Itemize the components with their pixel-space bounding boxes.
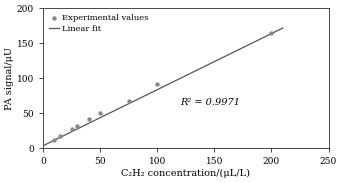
- Point: [69, 127, 74, 130]
- Point: [155, 82, 160, 85]
- Point: [269, 31, 274, 34]
- X-axis label: C₂H₂ concentration/(μL/L): C₂H₂ concentration/(μL/L): [121, 169, 250, 178]
- Point: [75, 124, 80, 127]
- Point: [126, 100, 131, 103]
- Y-axis label: PA signal/μU: PA signal/μU: [5, 47, 14, 110]
- Legend: Experimental values, Linear fit: Experimental values, Linear fit: [47, 12, 150, 34]
- Point: [86, 117, 91, 120]
- Point: [52, 138, 57, 141]
- Point: [57, 135, 63, 138]
- Text: R² = 0.9971: R² = 0.9971: [180, 98, 240, 107]
- Point: [97, 112, 103, 115]
